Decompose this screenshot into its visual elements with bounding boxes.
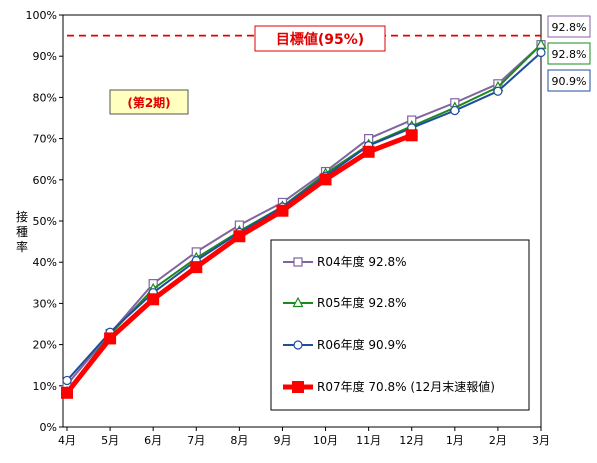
y-tick-label: 50%	[33, 215, 57, 228]
y-tick-label: 90%	[33, 50, 57, 63]
series-4	[61, 129, 418, 399]
x-tick-label: 10月	[313, 434, 338, 447]
legend-label: R05年度 92.8%	[317, 295, 407, 310]
data-point	[276, 204, 289, 217]
y-tick-label: 40%	[33, 256, 57, 269]
y-tick-label: 0%	[40, 421, 57, 434]
x-tick-label: 12月	[399, 434, 424, 447]
x-tick-label: 11月	[356, 434, 381, 447]
legend-marker	[292, 296, 304, 308]
x-tick-label: 4月	[58, 434, 76, 447]
legend: R04年度 92.8% R05年度 92.8% R06年度 90.9% R07年度 7…	[283, 254, 495, 394]
x-tick-label: 3月	[532, 434, 550, 447]
y-tick-label: 30%	[33, 297, 57, 310]
y-axis: 0% 10% 20% 30% 40% 50% 60% 70% 80% 90% 100%	[26, 9, 63, 434]
x-tick-label: 8月	[230, 434, 248, 447]
legend-label: R06年度 90.9%	[317, 337, 407, 352]
y-axis-label-3: 率	[16, 239, 28, 254]
y-tick-label: 60%	[33, 174, 57, 187]
series-line	[66, 43, 542, 393]
legend-label: R07年度 70.8% (12月末速報値)	[317, 379, 495, 394]
x-tick-label: 6月	[144, 434, 162, 447]
y-tick-label: 70%	[33, 133, 57, 146]
end-label-box	[547, 42, 591, 65]
data-point	[233, 230, 246, 243]
data-point	[450, 105, 460, 116]
end-label-box	[547, 69, 591, 92]
legend-marker	[293, 340, 303, 350]
x-tick-label: 2月	[489, 434, 507, 447]
series-line	[66, 51, 542, 382]
end-labels: 92.8% 92.8% 90.9%	[547, 15, 591, 92]
data-point	[104, 332, 117, 345]
data-point	[61, 386, 73, 399]
legend-marker	[292, 381, 304, 393]
period-label: (第2期)	[127, 95, 170, 110]
data-point	[147, 293, 160, 306]
x-tick-label: 5月	[101, 434, 119, 447]
end-label: 90.9%	[552, 75, 587, 88]
end-label: 92.8%	[552, 48, 587, 61]
x-tick-label: 9月	[273, 434, 291, 447]
target-label-box	[254, 25, 386, 52]
x-axis: 4月 5月 6月 7月 8月 9月 10月 11月 12月 1月 2月 3月	[58, 427, 550, 447]
data-point	[62, 375, 72, 386]
data-point	[493, 86, 503, 96]
target-label: 目標値(95%)	[276, 31, 364, 48]
data-point	[536, 47, 546, 58]
legend-box	[270, 239, 530, 411]
series-line	[66, 43, 542, 386]
data-point	[405, 129, 418, 142]
data-point	[190, 261, 203, 274]
period-label-box	[109, 89, 189, 115]
y-tick-label: 20%	[33, 339, 57, 352]
data-point	[319, 173, 332, 186]
y-tick-label: 10%	[33, 380, 57, 393]
y-axis-label-2: 種	[16, 225, 28, 239]
x-tick-label: 7月	[187, 434, 205, 447]
data-point	[362, 145, 375, 158]
end-label-box	[547, 15, 591, 38]
end-label: 92.8%	[552, 21, 587, 34]
y-axis-label-1: 接	[16, 209, 28, 224]
legend-marker	[293, 257, 303, 267]
y-tick-label: 80%	[33, 91, 57, 104]
x-tick-label: 1月	[446, 434, 464, 447]
legend-label: R04年度 92.8%	[317, 254, 407, 269]
y-tick-label: 100%	[26, 9, 57, 22]
series-layer	[61, 38, 547, 399]
